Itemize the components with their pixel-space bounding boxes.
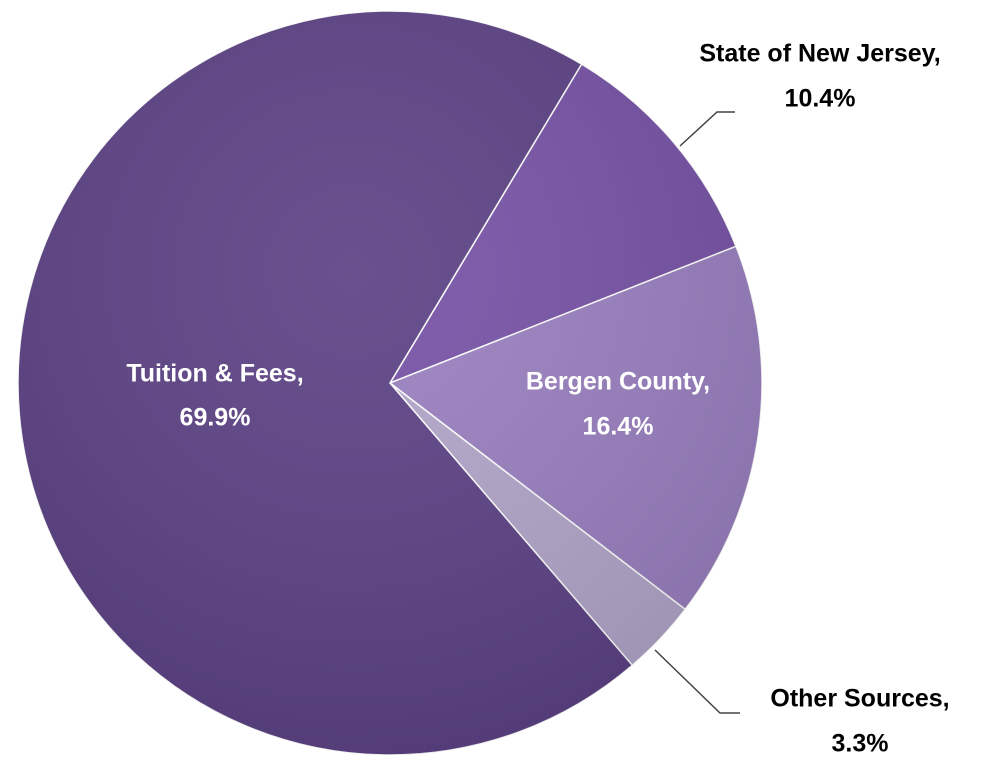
slice-label: State of New Jersey, xyxy=(699,40,940,68)
leader-line xyxy=(654,649,740,714)
slice-label: Tuition & Fees, xyxy=(126,360,303,388)
leader-line xyxy=(679,111,735,147)
slice-value-label: 16.4% xyxy=(583,413,654,441)
slice-label: Bergen County, xyxy=(526,368,710,396)
slice-label: Other Sources, xyxy=(770,685,949,713)
slice-value-label: 3.3% xyxy=(832,730,889,758)
slice-value-label: 10.4% xyxy=(785,85,856,113)
slice-value-label: 69.9% xyxy=(180,404,251,432)
